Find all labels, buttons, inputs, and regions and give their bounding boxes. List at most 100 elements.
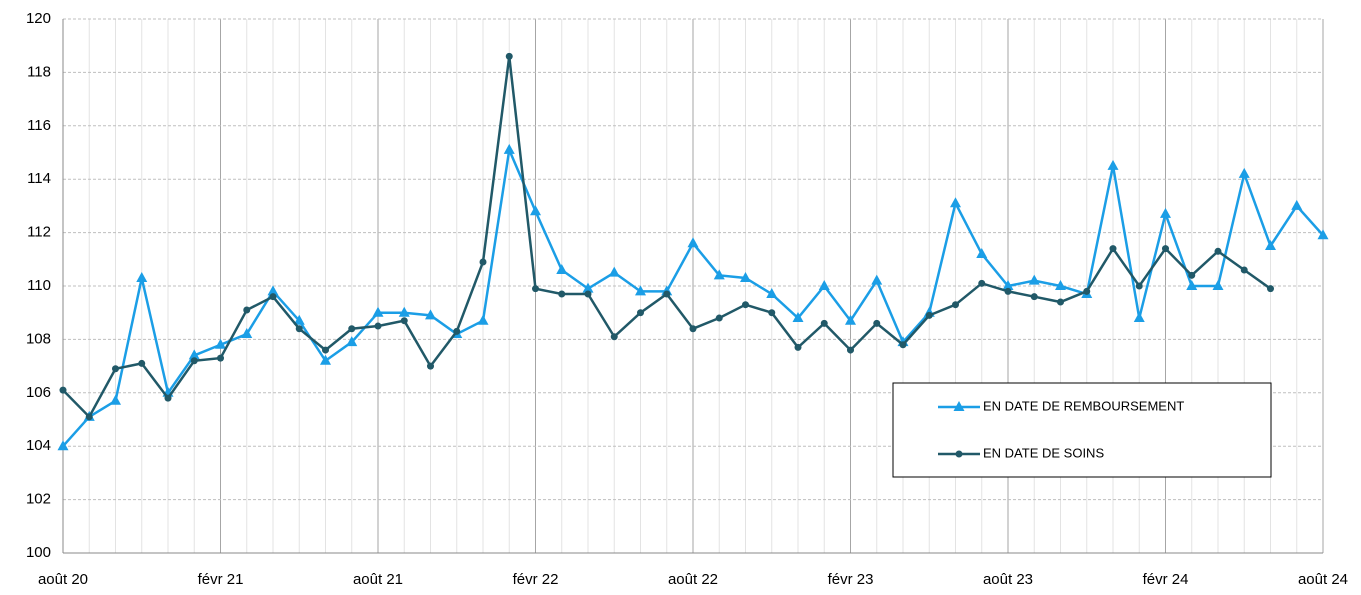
marker <box>899 341 907 349</box>
marker <box>1055 280 1066 290</box>
x-tick-label: août 24 <box>1298 571 1348 588</box>
marker <box>348 325 356 333</box>
marker <box>425 309 436 320</box>
x-tick-label: août 21 <box>353 571 403 588</box>
marker <box>190 357 198 365</box>
marker <box>952 301 959 309</box>
y-tick-label: 120 <box>26 10 51 27</box>
marker <box>847 346 854 354</box>
y-tick-label: 102 <box>26 491 51 508</box>
marker <box>820 319 828 327</box>
marker <box>610 333 618 341</box>
x-tick-label: févr 23 <box>828 571 874 588</box>
marker <box>503 143 515 154</box>
marker <box>818 280 830 290</box>
marker <box>320 354 331 365</box>
marker <box>1238 167 1250 178</box>
marker <box>293 314 305 325</box>
marker <box>530 205 541 216</box>
marker <box>1265 239 1276 250</box>
marker <box>427 362 434 370</box>
x-tick-label: févr 21 <box>198 571 244 588</box>
marker <box>687 237 699 248</box>
legend-label: EN DATE DE SOINS <box>983 445 1104 460</box>
marker <box>713 269 725 280</box>
x-tick-label: févr 24 <box>1143 571 1189 588</box>
marker <box>1030 293 1038 301</box>
legend-label: EN DATE DE REMBOURSEMENT <box>983 398 1184 413</box>
marker <box>1028 274 1040 285</box>
marker <box>372 306 384 317</box>
marker <box>766 288 778 299</box>
marker <box>136 271 148 282</box>
marker <box>742 301 749 309</box>
marker <box>871 274 883 285</box>
marker <box>477 314 489 325</box>
marker <box>1240 266 1248 274</box>
marker <box>976 247 988 258</box>
x-tick-label: août 20 <box>38 571 88 588</box>
marker <box>1083 287 1091 295</box>
marker <box>689 325 697 333</box>
y-tick-label: 114 <box>27 170 51 187</box>
y-tick-label: 106 <box>26 384 51 401</box>
y-tick-label: 110 <box>27 277 51 294</box>
marker <box>955 450 963 458</box>
marker <box>57 440 69 451</box>
y-tick-label: 104 <box>26 437 51 454</box>
marker <box>1004 287 1012 295</box>
marker <box>346 336 358 347</box>
marker <box>1109 245 1117 253</box>
marker <box>1214 247 1222 255</box>
marker <box>873 319 881 327</box>
marker <box>217 354 224 362</box>
marker <box>1002 280 1014 290</box>
legend-box <box>892 382 1272 478</box>
marker <box>1160 207 1171 218</box>
marker <box>663 290 671 298</box>
marker <box>322 346 329 354</box>
marker <box>978 279 986 287</box>
x-tick-label: févr 22 <box>513 571 559 588</box>
marker <box>556 263 568 274</box>
marker <box>241 328 253 339</box>
marker <box>1291 199 1303 210</box>
x-tick-label: août 23 <box>983 571 1033 588</box>
marker <box>608 266 620 277</box>
marker <box>794 343 802 351</box>
marker <box>637 309 644 317</box>
marker <box>768 309 776 317</box>
marker <box>267 285 279 296</box>
marker <box>953 401 965 411</box>
marker <box>505 52 513 60</box>
marker <box>1107 159 1119 170</box>
marker <box>1186 280 1198 290</box>
marker <box>1162 245 1169 253</box>
marker <box>1057 298 1064 306</box>
marker <box>635 285 646 296</box>
marker <box>374 322 382 330</box>
marker <box>398 306 410 317</box>
y-tick-label: 108 <box>26 330 51 347</box>
marker <box>950 197 961 208</box>
marker <box>1267 285 1274 293</box>
marker <box>1188 271 1196 279</box>
marker <box>295 325 303 333</box>
marker <box>925 311 933 319</box>
marker <box>110 394 121 405</box>
marker <box>558 290 566 298</box>
marker <box>59 386 67 394</box>
marker <box>243 306 251 314</box>
y-tick-label: 100 <box>26 544 51 561</box>
marker <box>164 394 172 402</box>
marker <box>740 271 751 282</box>
marker <box>584 290 592 298</box>
marker <box>479 258 487 266</box>
marker <box>532 285 539 293</box>
marker <box>582 282 594 293</box>
marker <box>112 365 119 373</box>
x-tick-label: août 22 <box>668 571 718 588</box>
marker <box>188 349 200 360</box>
